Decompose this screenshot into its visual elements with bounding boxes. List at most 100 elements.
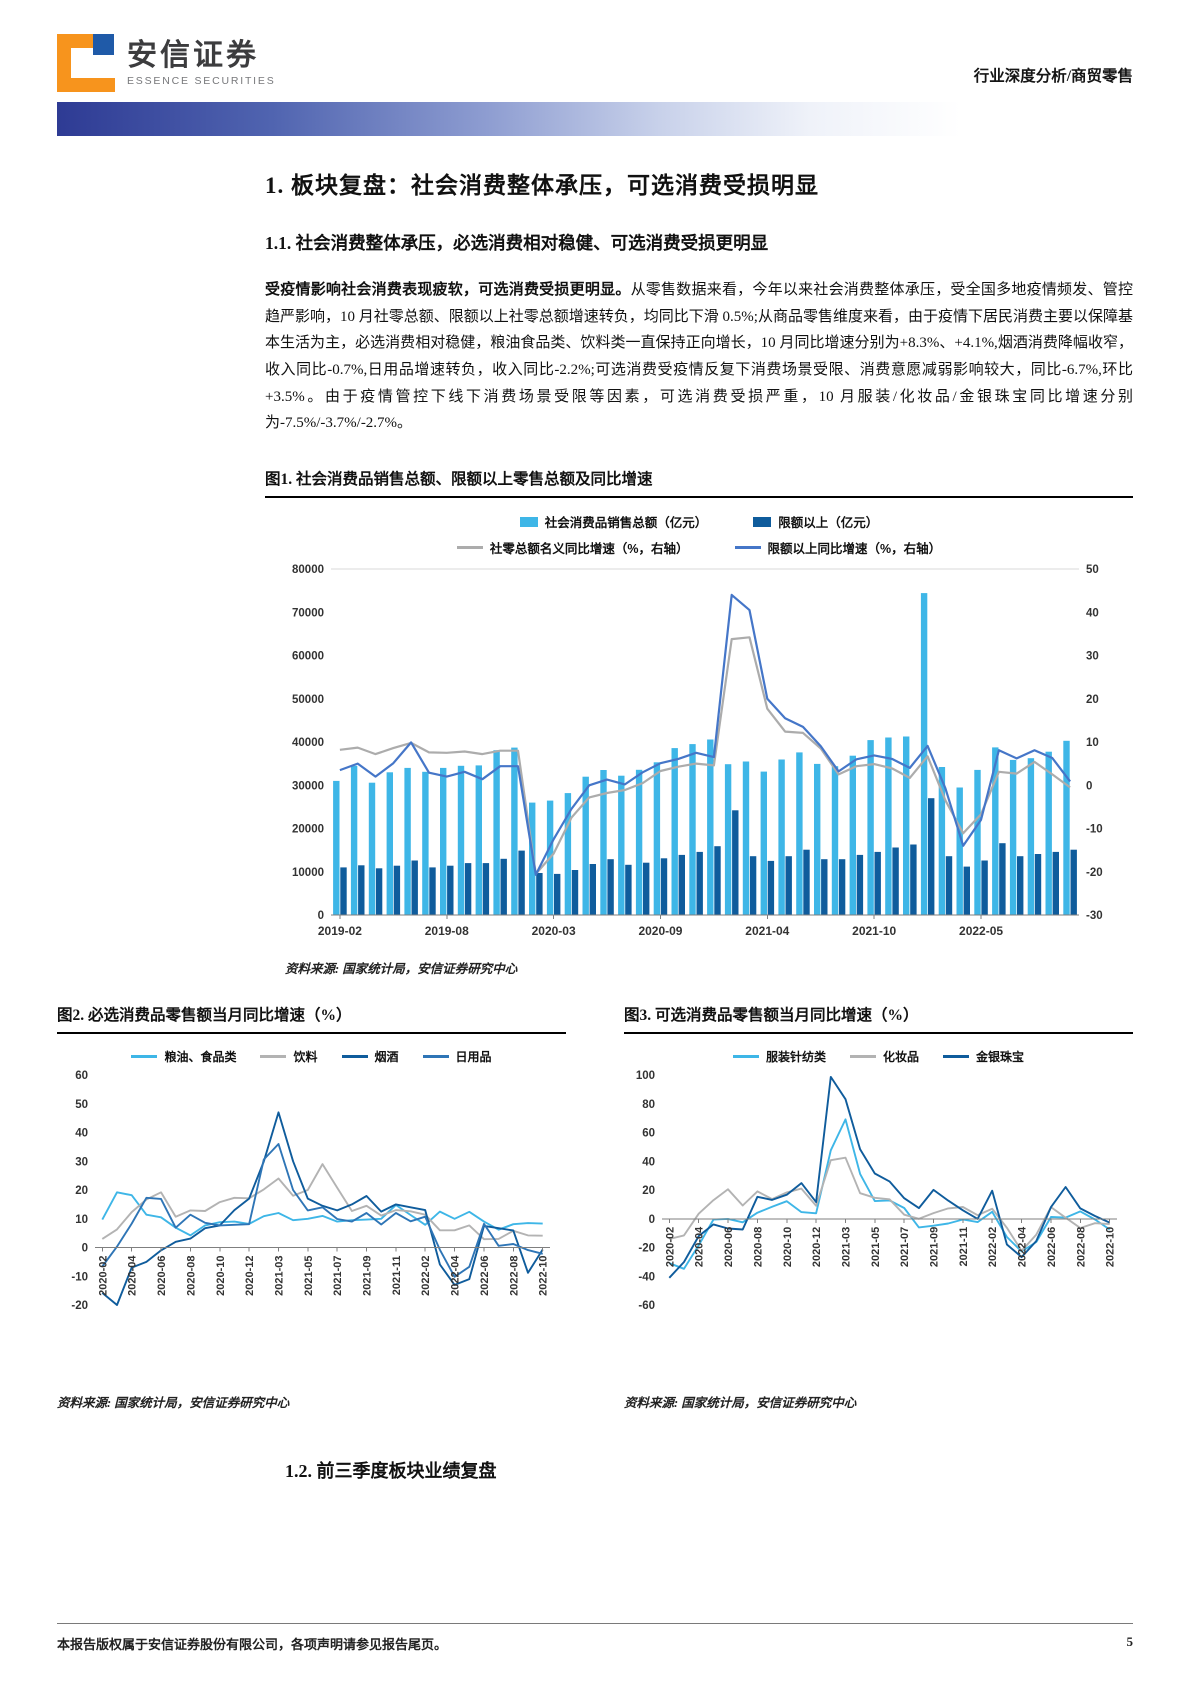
line-series [339,593,1071,877]
essence-logo-icon [57,34,115,92]
line-series [101,1163,543,1241]
svg-text:70000: 70000 [292,607,324,619]
svg-text:2022-05: 2022-05 [959,924,1003,938]
svg-text:50: 50 [1086,564,1099,576]
legend-swatch [422,1055,449,1059]
svg-text:2022-02: 2022-02 [987,1227,999,1267]
svg-text:2022-08: 2022-08 [508,1256,520,1296]
svg-text:-10: -10 [71,1271,88,1283]
svg-text:60: 60 [642,1128,655,1140]
svg-text:0: 0 [82,1243,88,1255]
header-gradient-band [57,102,1133,136]
svg-text:2020-04: 2020-04 [694,1226,706,1267]
svg-text:2022-04: 2022-04 [1017,1226,1029,1267]
chart-legend: 社会消费品销售总额（亿元） 限额以上（亿元） 社零总额名义同比增速（%，右轴） 限额以… [265,512,1133,557]
svg-text:-40: -40 [638,1271,655,1283]
legend-item: 烟酒 [341,1048,399,1065]
legend-label: 金银珠宝 [976,1050,1025,1065]
svg-text:40: 40 [642,1156,655,1168]
svg-text:40000: 40000 [292,737,324,749]
svg-text:2020-06: 2020-06 [156,1256,168,1296]
legend-swatch [943,1055,969,1059]
svg-text:2021-09: 2021-09 [929,1227,941,1267]
svg-text:2022-02: 2022-02 [420,1256,432,1296]
svg-text:2020-08: 2020-08 [752,1227,764,1267]
svg-text:2021-05: 2021-05 [870,1227,882,1267]
figure-row: 图2. 必选消费品零售额当月同比增速（%） 粮油、食品类 饮料 烟酒 日用品 -20 -1… [57,1003,1133,1411]
svg-text:2021-11: 2021-11 [958,1227,970,1267]
svg-text:2021-10: 2021-10 [852,924,896,938]
line-series [339,636,1071,876]
svg-text:2021-07: 2021-07 [899,1227,911,1267]
main-content: 1. 板块复盘：社会消费整体承压，可选消费受损明显 1.1. 社会消费整体承压，… [0,166,1190,1483]
legend-label: 服装针纺类 [765,1050,826,1065]
svg-text:2020-10: 2020-10 [215,1256,227,1296]
svg-text:-10: -10 [1086,824,1103,836]
line-series [668,1118,1111,1270]
legend-label: 化妆品 [882,1050,919,1065]
legend-swatch [341,1055,368,1059]
legend-item: 化妆品 [849,1048,919,1065]
svg-text:2022-10: 2022-10 [538,1256,550,1296]
legend-swatch [519,516,538,527]
svg-text:2022-10: 2022-10 [1105,1227,1117,1267]
svg-text:100: 100 [636,1070,655,1082]
figure-1-chart: 社会消费品销售总额（亿元） 限额以上（亿元） 社零总额名义同比增速（%，右轴） 限额以… [265,512,1133,950]
figure-2: 图2. 必选消费品零售额当月同比增速（%） 粮油、食品类 饮料 烟酒 日用品 -20 -1… [57,1003,566,1411]
svg-text:2020-09: 2020-09 [638,924,682,938]
legend-label: 粮油、食品类 [164,1050,237,1065]
legend-item: 粮油、食品类 [131,1048,236,1065]
body-paragraph: 受疫情影响社会消费表现疲软，可选消费受损更明显。从零售数据来看，今年以来社会消费… [265,277,1133,437]
page-footer: 本报告版权属于安信证券股份有限公司，各项声明请参见报告尾页。 5 [57,1623,1133,1653]
svg-text:2020-02: 2020-02 [97,1256,109,1296]
chart-canvas: -20 -10 0 10 20 30 40 50 60 2020-02 2020-04 2020-06… [71,1070,550,1312]
svg-text:80: 80 [642,1099,655,1111]
legend-label: 社零总额名义同比增速（%，右轴） [489,542,689,557]
svg-text:2021-04: 2021-04 [745,924,789,938]
svg-text:20000: 20000 [292,824,324,836]
legend-label: 限额以上同比增速（%，右轴） [767,542,942,557]
figure-2-title: 图2. 必选消费品零售额当月同比增速（%） [57,1003,566,1035]
svg-text:0: 0 [318,910,324,922]
legend-label: 日用品 [455,1050,492,1065]
report-type-label: 行业深度分析/商贸零售 [973,68,1133,85]
svg-text:2021-05: 2021-05 [303,1256,315,1296]
brand-text: 安信证券 ESSENCE SECURITIES [127,39,276,87]
svg-text:20: 20 [75,1185,88,1197]
legend-item: 限额以上（亿元） [753,512,878,531]
brand-name-cn: 安信证券 [127,39,259,72]
svg-text:-30: -30 [1086,910,1103,922]
chart-legend: 服装针纺类 化妆品 金银珠宝 [624,1048,1133,1065]
svg-text:2021-07: 2021-07 [332,1256,344,1296]
legend-swatch [456,546,483,550]
svg-text:2020-08: 2020-08 [185,1256,197,1296]
figure-2-chart: 粮油、食品类 饮料 烟酒 日用品 -20 -10 0 10 20 30 40 50 60 2020-02 2… [57,1048,566,1384]
section-title: 1. 板块复盘：社会消费整体承压，可选消费受损明显 [265,173,819,198]
svg-text:-20: -20 [71,1300,88,1312]
svg-text:40: 40 [1086,607,1099,619]
line-series [668,1076,1111,1279]
figure-3-source: 资料来源: 国家统计局，安信证券研究中心 [624,1396,857,1411]
line-series [669,1156,1110,1252]
svg-text:2020-06: 2020-06 [723,1227,735,1267]
svg-text:2019-02: 2019-02 [318,924,362,938]
paragraph-lead: 受疫情影响社会消费表现疲软，可选消费受损更明显。 [265,282,631,298]
legend-swatch [260,1055,287,1059]
svg-text:2022-06: 2022-06 [1046,1227,1058,1267]
svg-text:2021-03: 2021-03 [840,1227,852,1267]
svg-text:30: 30 [75,1156,88,1168]
svg-text:50: 50 [75,1099,88,1111]
page-header: 安信证券 ESSENCE SECURITIES 行业深度分析/商贸零售 [0,0,1190,92]
legend-item: 日用品 [422,1048,492,1065]
svg-text:20: 20 [642,1185,655,1197]
figure-3-chart: 服装针纺类 化妆品 金银珠宝 -60 -40 -20 0 20 40 60 80 100 2020-02… [624,1048,1133,1384]
svg-text:-20: -20 [1086,867,1103,879]
figure-1-source: 资料来源: 国家统计局，安信证券研究中心 [285,962,518,977]
legend-item: 饮料 [260,1048,318,1065]
chart-canvas: -60 -40 -20 0 20 40 60 80 100 2020-02 2020-04 2020-… [636,1070,1117,1312]
legend-swatch [131,1055,158,1059]
legend-label: 限额以上（亿元） [778,516,879,531]
legend-item: 社零总额名义同比增速（%，右轴） [456,538,689,557]
svg-text:30000: 30000 [292,780,324,792]
brand-name-en: ESSENCE SECURITIES [127,75,276,87]
